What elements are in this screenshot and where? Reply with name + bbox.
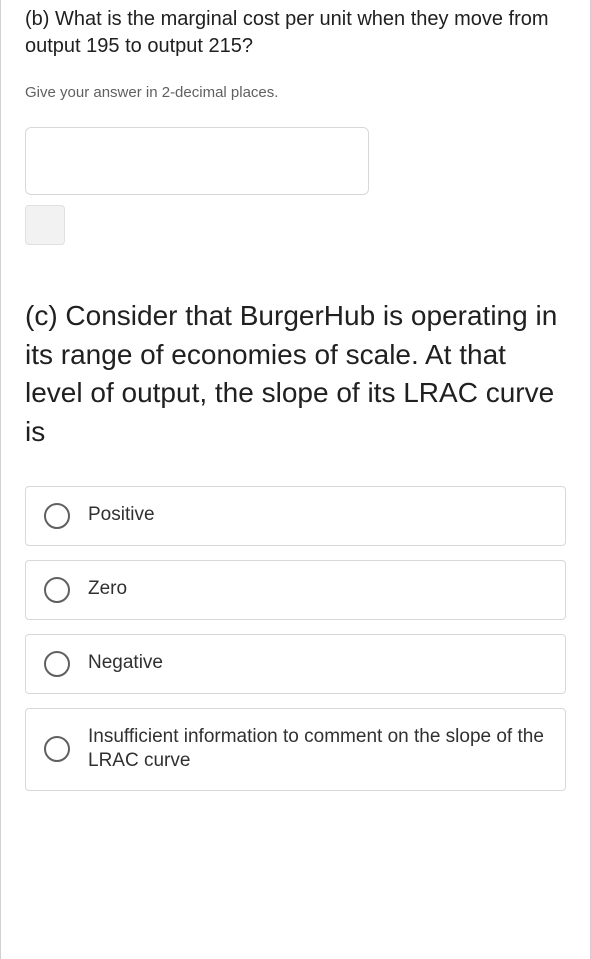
radio-icon bbox=[44, 503, 70, 529]
option-zero[interactable]: Zero bbox=[25, 560, 566, 620]
question-c-text: (c) Consider that BurgerHub is operating… bbox=[25, 297, 566, 452]
option-negative[interactable]: Negative bbox=[25, 634, 566, 694]
radio-icon bbox=[44, 577, 70, 603]
option-label: Zero bbox=[88, 577, 127, 602]
option-insufficient[interactable]: Insufficient information to comment on t… bbox=[25, 708, 566, 791]
option-label: Insufficient information to comment on t… bbox=[88, 725, 547, 774]
question-b-text: (b) What is the marginal cost per unit w… bbox=[25, 6, 566, 60]
quiz-content: (b) What is the marginal cost per unit w… bbox=[1, 0, 590, 829]
option-label: Positive bbox=[88, 503, 155, 528]
radio-icon bbox=[44, 736, 70, 762]
option-positive[interactable]: Positive bbox=[25, 486, 566, 546]
radio-icon bbox=[44, 651, 70, 677]
answer-b-input[interactable] bbox=[25, 127, 369, 195]
option-label: Negative bbox=[88, 651, 163, 676]
submit-b-button[interactable] bbox=[25, 205, 65, 245]
question-b-hint: Give your answer in 2-decimal places. bbox=[25, 84, 566, 101]
